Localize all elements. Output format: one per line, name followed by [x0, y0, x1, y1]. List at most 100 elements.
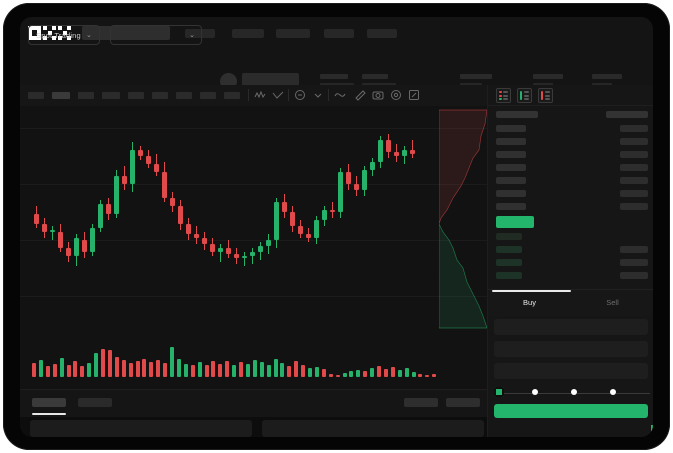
chevron-down-icon: ⌄: [85, 31, 92, 39]
volume-bar: [425, 375, 430, 377]
orderbook-ask-row[interactable]: [496, 164, 526, 171]
line-chart-icon[interactable]: [334, 89, 346, 101]
orderbook-ask-row[interactable]: [496, 125, 526, 132]
percent-slider-stop-75[interactable]: [610, 389, 616, 395]
chevron-down-icon: ⌄: [189, 31, 195, 39]
orderbook-view-bids[interactable]: [517, 88, 532, 103]
orderbook-ask-row[interactable]: [496, 190, 526, 197]
volume-chart: [20, 334, 487, 389]
okx-logo[interactable]: [28, 26, 73, 40]
volume-bar: [149, 362, 154, 377]
volume-bar: [59, 358, 64, 377]
indicators-icon[interactable]: [254, 89, 266, 101]
bottom-panel-right[interactable]: [262, 420, 484, 437]
volume-bar: [294, 361, 299, 377]
timeframe-chip-6[interactable]: [152, 92, 168, 99]
percent-slider-stop-50[interactable]: [571, 389, 577, 395]
volume-bar: [128, 363, 133, 377]
camera-icon[interactable]: [372, 89, 384, 101]
nav-item-2[interactable]: [232, 29, 264, 38]
volume-bar: [370, 368, 375, 377]
orderbook-bid-amount: [620, 272, 648, 279]
alert-icon[interactable]: [294, 89, 306, 101]
volume-bar: [383, 369, 388, 377]
logo-glyph-k: [43, 26, 56, 40]
orderbook-ask-amount: [620, 151, 648, 158]
timeframe-chip-9[interactable]: [224, 92, 240, 99]
price-field[interactable]: [494, 319, 648, 335]
volume-bar: [204, 365, 209, 377]
orderbook-col-header-amount: [606, 111, 648, 118]
volume-bar: [142, 359, 147, 377]
ruler-icon[interactable]: [354, 89, 366, 101]
bottom-action-2[interactable]: [446, 398, 480, 407]
volume-bar: [218, 364, 223, 377]
bottom-panel-left[interactable]: [30, 420, 252, 437]
chart-gridline: [20, 240, 487, 241]
depth-area: [439, 223, 487, 329]
orderbook-view-asks[interactable]: [538, 88, 553, 103]
volume-bar: [225, 361, 230, 377]
orderbook-view-both[interactable]: [496, 88, 511, 103]
total-field[interactable]: [494, 363, 648, 379]
search-input[interactable]: [82, 26, 170, 40]
bottom-action-1[interactable]: [404, 398, 438, 407]
orderbook-bid-row[interactable]: [496, 272, 522, 279]
compare-icon[interactable]: [272, 89, 284, 101]
orderbook-ask-row[interactable]: [496, 151, 526, 158]
nav-item-4[interactable]: [324, 29, 354, 38]
orderbook-selected-row[interactable]: [496, 216, 534, 228]
orderbook-bid-row[interactable]: [496, 233, 522, 240]
volume-bar: [259, 362, 264, 377]
percent-slider-stop-25[interactable]: [532, 389, 538, 395]
orders-tab-2[interactable]: [78, 398, 112, 407]
accent-edge-strip: [651, 425, 653, 437]
volume-bar: [335, 375, 340, 377]
orderbook-ask-row[interactable]: [496, 203, 526, 210]
volume-bar: [156, 360, 161, 377]
volume-bar: [273, 359, 278, 377]
submit-buy-button[interactable]: [494, 404, 648, 418]
depth-chart-overlay: [439, 106, 487, 334]
chevron-down-icon[interactable]: [312, 89, 324, 101]
volume-bar: [94, 353, 99, 377]
orderbook-bid-row[interactable]: [496, 246, 522, 253]
timeframe-chip-2[interactable]: [52, 92, 70, 99]
tab-sell[interactable]: Sell: [606, 298, 619, 307]
settings-icon[interactable]: [390, 89, 402, 101]
nav-item-3[interactable]: [276, 29, 310, 38]
tab-buy[interactable]: Buy: [523, 298, 536, 307]
trading-pair-dropdown[interactable]: ⌄: [110, 25, 202, 45]
timeframe-chip-3[interactable]: [78, 92, 94, 99]
timeframe-chip-5[interactable]: [128, 92, 144, 99]
timeframe-chip-8[interactable]: [200, 92, 216, 99]
orderbook-ask-amount: [620, 190, 648, 197]
orderbook-panel: Buy Sell: [487, 85, 653, 437]
toolbar-divider-1: [248, 89, 249, 101]
timeframe-chip-7[interactable]: [176, 92, 192, 99]
volume-bar: [308, 368, 312, 377]
orderbook-ask-row[interactable]: [496, 138, 526, 145]
app-screen: Spot Trading ⌄ ⌄: [20, 17, 653, 437]
nav-item-5[interactable]: [367, 29, 397, 38]
orders-tab-1[interactable]: [32, 398, 66, 407]
orderbook-ask-row[interactable]: [496, 177, 526, 184]
nav-item-1[interactable]: [185, 29, 215, 38]
toolbar-divider-3: [328, 89, 329, 101]
market-type-dropdown[interactable]: Spot Trading ⌄: [28, 25, 100, 45]
orderbook-ask-amount: [620, 138, 648, 145]
volume-bar: [328, 374, 333, 377]
price-chart[interactable]: [20, 106, 487, 334]
volume-bar: [176, 359, 181, 377]
volume-bar: [411, 372, 416, 377]
timeframe-chip-4[interactable]: [102, 92, 120, 99]
fullscreen-icon[interactable]: [408, 89, 420, 101]
amount-field[interactable]: [494, 341, 648, 357]
orderbook-bid-row[interactable]: [496, 259, 522, 266]
volume-bar: [183, 364, 188, 377]
orderbook-col-header-price: [496, 111, 538, 118]
volume-bar: [135, 361, 140, 377]
timeframe-chip-1[interactable]: [28, 92, 44, 99]
percent-slider-handle[interactable]: [494, 387, 504, 397]
volume-bar: [301, 365, 306, 377]
